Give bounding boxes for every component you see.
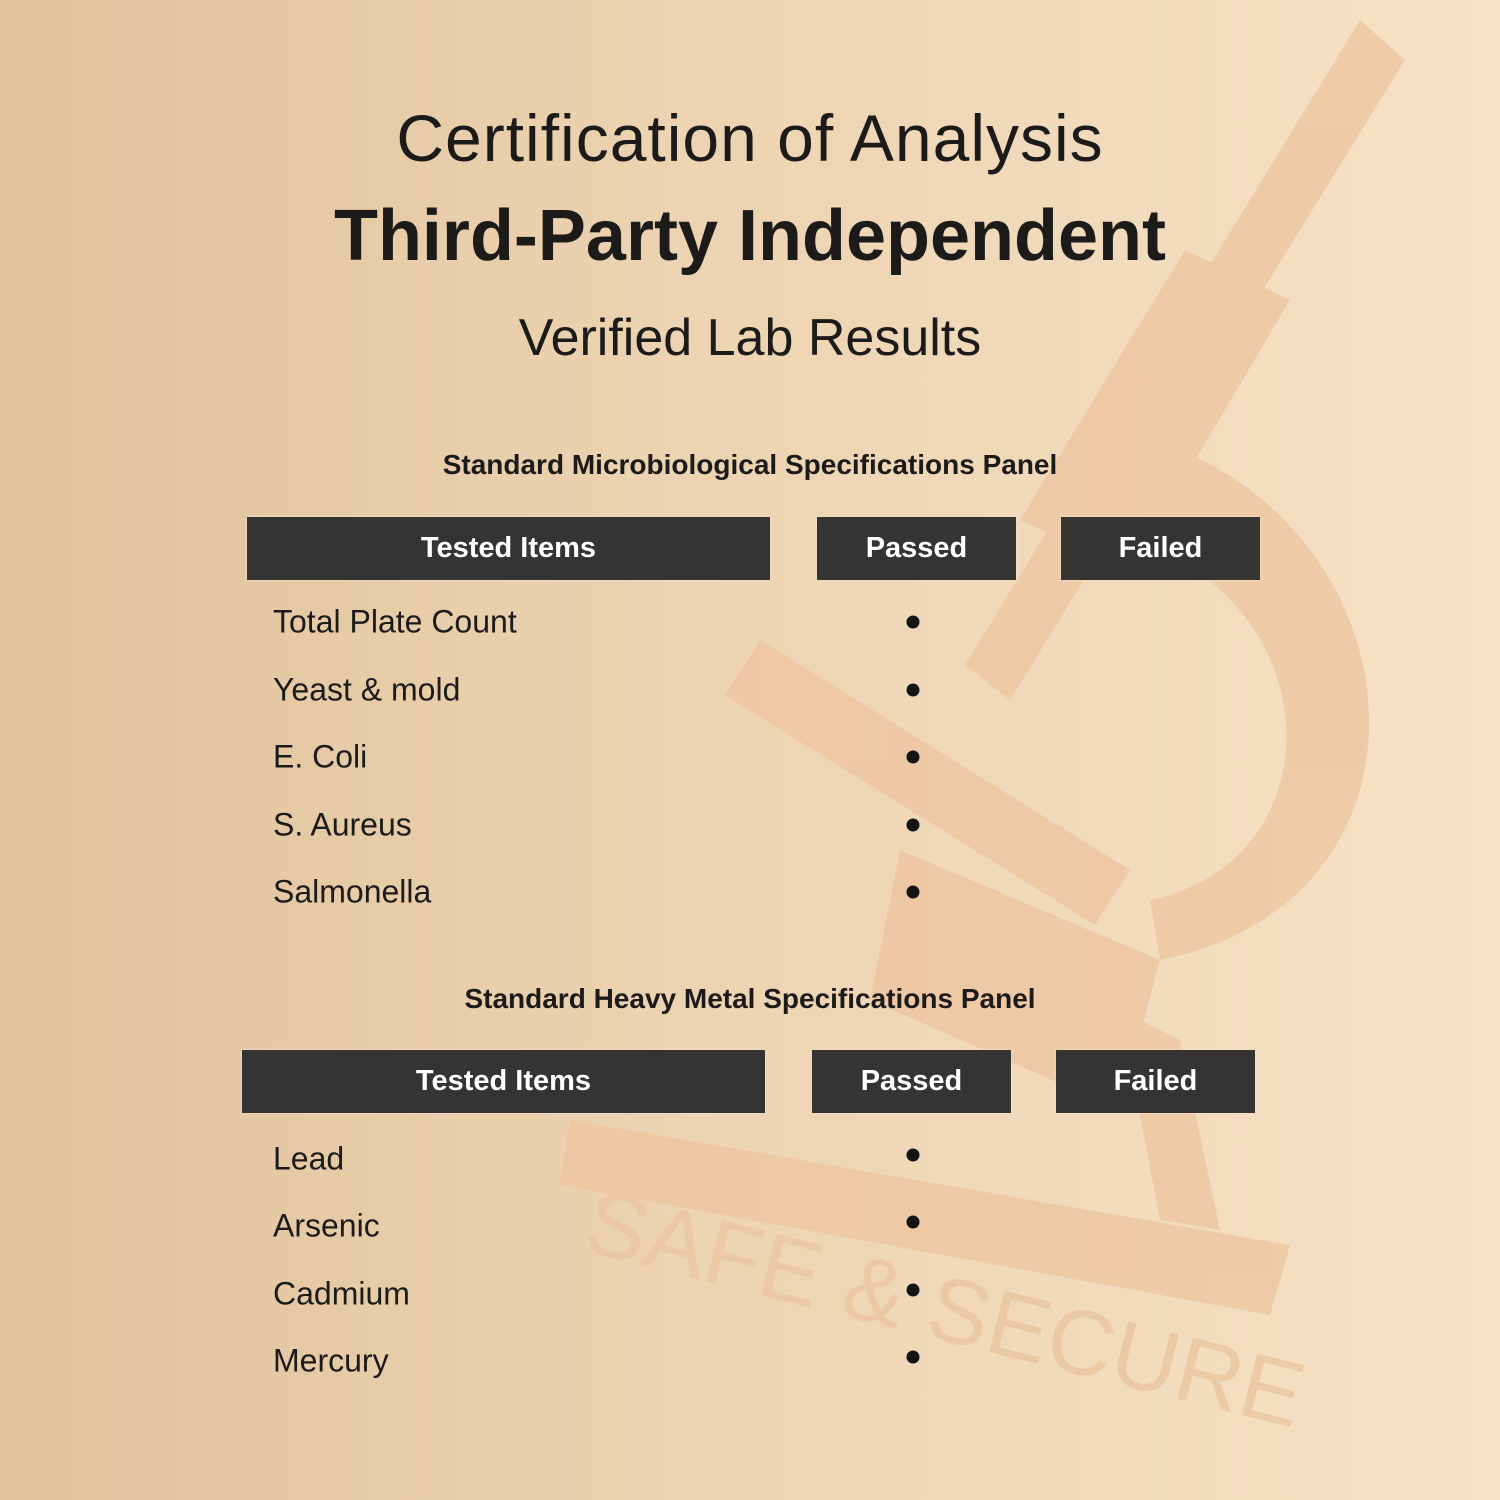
title-third-party: Third-Party Independent [333,196,1167,276]
passed-dot-icon [906,818,920,832]
passed-dot-icon [906,1148,920,1162]
tested-item: Mercury [273,1342,389,1379]
tested-item: E. Coli [273,738,368,775]
tested-item: Salmonella [273,873,432,910]
column-header-passed: Passed [817,517,1016,580]
passed-dot-icon [906,885,920,899]
passed-dot-icon [906,1350,920,1364]
column-header-tested-items: Tested Items [242,1050,765,1113]
subtitle-verified: Verified Lab Results [518,309,982,367]
tested-item: Lead [273,1140,345,1177]
passed-dot-icon [906,615,920,629]
column-header-failed: Failed [1061,517,1260,580]
title-certification: Certification of Analysis [396,101,1104,175]
tested-item: Arsenic [273,1207,380,1244]
passed-dot-icon [906,1215,920,1229]
passed-dot-icon [906,1283,920,1297]
column-header-tested-items: Tested Items [247,517,770,580]
tested-item: Yeast & mold [273,671,461,708]
panel-title: Standard Heavy Metal Specifications Pane… [464,983,1036,1014]
passed-dot-icon [906,683,920,697]
tested-item: Cadmium [273,1275,410,1312]
column-header-passed: Passed [812,1050,1011,1113]
tested-item: S. Aureus [273,806,412,843]
column-header-failed: Failed [1056,1050,1255,1113]
passed-dot-icon [906,750,920,764]
panel-title: Standard Microbiological Specifications … [442,449,1058,480]
tested-item: Total Plate Count [273,603,517,640]
